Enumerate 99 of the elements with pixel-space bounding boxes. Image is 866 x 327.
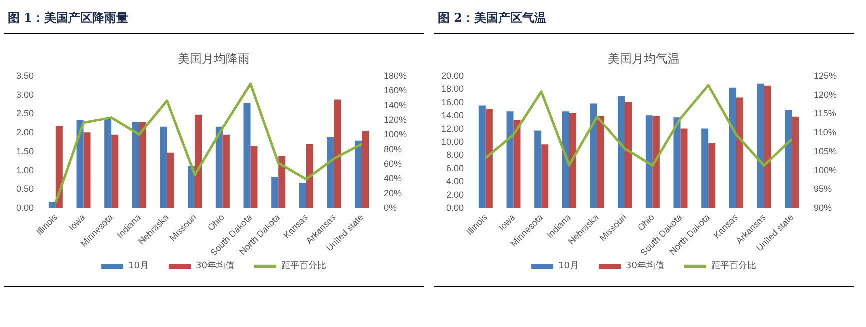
y-tick-label: 3.50 [16,71,34,81]
chart-title: 图 2：美国产区气温 [434,4,854,34]
y-tick-label: 14.00 [441,110,464,121]
y-tick-label: 2.50 [16,108,34,119]
y2-tick-label: 80% [384,144,402,154]
bar [334,100,342,208]
y-tick-label: 18.00 [441,84,464,94]
y2-tick-label: 120% [814,90,838,100]
bar [272,177,279,208]
chart-subtitle: 美国月均降雨 [178,52,250,66]
bar [139,122,146,208]
line-series [54,82,364,204]
bar [757,84,764,208]
bar [278,156,286,208]
x-tick-label: Ohio [636,212,656,233]
y2-tick-label: 20% [384,188,402,198]
bar [195,114,202,208]
legend-label: 10月 [128,262,149,272]
y-tick-label: 0.00 [446,203,464,213]
y-tick-label: 1.00 [16,165,34,176]
y2-tick-label: 115% [814,108,836,119]
bar [56,126,63,208]
x-tick-label: Ohio [206,212,226,233]
bar [764,86,772,208]
y2-tick-label: 90% [814,203,832,213]
line-series [484,84,794,168]
bar [542,144,549,208]
y-tick-label: 4.00 [446,176,464,187]
bar [104,118,112,208]
y2-tick-label: 0% [384,203,398,213]
bar [362,131,370,208]
bar [708,143,716,208]
bar [562,112,570,208]
legend-label: 30年均值 [196,260,234,272]
y2-tick-label: 125% [814,71,838,81]
y2-tick-label: 100% [814,165,838,176]
y2-tick-label: 60% [384,159,402,169]
bar [160,126,168,208]
bar [674,118,681,208]
bar [478,106,486,208]
bar [785,110,792,208]
bar [534,130,542,208]
bar [216,126,223,208]
y-tick-label: 10.00 [441,137,464,147]
bar [112,134,119,208]
y-tick-label: 0.00 [16,203,34,213]
y-tick-label: 16.00 [441,97,464,108]
bar [84,132,91,208]
legend-label: 距平百分比 [281,260,326,272]
bar [76,120,84,208]
bar [736,98,744,208]
y2-tick-label: 180% [384,71,408,81]
y-tick-label: 12.00 [441,124,464,134]
bar [597,116,604,208]
y2-tick-label: 100% [384,130,408,140]
bar [222,134,230,208]
bar [506,112,514,208]
y-tick-label: 8.00 [446,150,464,160]
bar [132,122,140,208]
y2-tick-label: 105% [814,146,838,156]
bar [792,116,800,208]
legend-label: 10月 [558,262,579,272]
bar [702,128,709,208]
bar [625,102,632,208]
chart-title: 图 1：美国产区降雨量 [4,4,424,34]
bar [250,146,258,208]
y2-tick-label: 120% [384,115,408,125]
bar [618,96,626,208]
bar [590,104,598,208]
bar [729,88,736,208]
legend-label: 30年均值 [626,260,664,272]
chart-subtitle: 美国月均气温 [608,52,680,66]
y2-tick-label: 95% [814,184,832,194]
y2-tick-label: 110% [814,128,836,138]
bar [569,112,576,208]
y-tick-label: 3.00 [16,90,34,100]
bar [48,202,56,208]
y2-tick-label: 140% [384,100,408,110]
y2-tick-label: 40% [384,174,402,184]
bar [355,140,362,208]
bar [646,116,653,208]
bar [244,104,251,208]
y2-tick-label: 160% [384,86,408,96]
legend-label: 距平百分比 [711,260,756,272]
y-tick-label: 2.00 [16,128,34,138]
bar [188,166,196,208]
bar [299,183,306,208]
bar [327,137,334,208]
y-tick-label: 2.00 [446,190,464,200]
y-tick-label: 0.50 [16,184,34,194]
bar [306,144,314,208]
y-tick-label: 6.00 [446,163,464,174]
bar [652,116,660,208]
bar [680,128,688,208]
bar [514,120,521,208]
y-tick-label: 1.50 [16,146,34,156]
bar [486,109,493,208]
y-tick-label: 20.00 [441,71,464,81]
bar [167,152,174,208]
